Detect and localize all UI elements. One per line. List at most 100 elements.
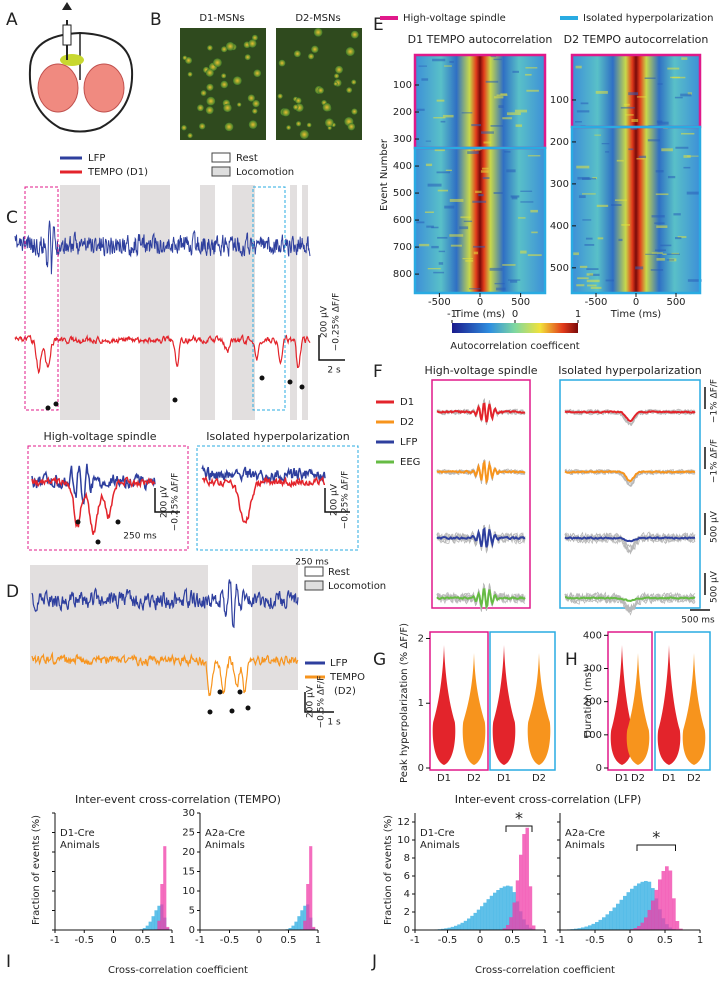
heatmap-texture [510, 195, 520, 198]
heatmap-texture [683, 155, 691, 158]
cell [225, 42, 235, 51]
heatmap-texture [657, 121, 669, 125]
heatmap-texture [449, 60, 454, 63]
heatmap-texture [424, 211, 434, 213]
legend-label: D1 [400, 397, 414, 408]
panel-title: Isolated hyperpolarization [558, 364, 702, 377]
panel-letter: F [373, 362, 383, 382]
heatmap-texture [681, 132, 695, 135]
y-tick-label: 400 [393, 161, 412, 172]
inset-title: High-voltage spindle [43, 430, 156, 443]
histogram-bar [525, 827, 529, 930]
scale-bar [304, 692, 334, 713]
cell [350, 30, 359, 39]
y-tick-label: 800 [393, 269, 412, 280]
histogram-bar [512, 902, 516, 930]
scale-label: 500 μV [710, 570, 720, 603]
heatmap-texture [465, 259, 474, 262]
histogram-bar [577, 928, 582, 930]
heatmap-texture [596, 204, 609, 207]
y-tick-label: 300 [393, 134, 412, 145]
cell [253, 69, 262, 78]
histogram-bar [675, 921, 680, 930]
significance-label: * [515, 809, 523, 828]
heatmap-texture [525, 73, 532, 76]
histogram-bar [154, 910, 158, 930]
heatmap-texture [502, 117, 513, 120]
heatmap-texture [686, 191, 700, 195]
scale-bar [154, 488, 180, 513]
heatmap-texture [442, 114, 454, 118]
heatmap-texture [531, 231, 538, 234]
panel-letter: A [6, 10, 18, 30]
heatmap-texture [432, 58, 446, 62]
histogram-bar [502, 886, 507, 930]
group-label: D1-Cre [60, 828, 95, 839]
histogram-bar [616, 903, 620, 930]
inset-title: Isolated hyperpolarization [206, 430, 350, 443]
legend-swatch [304, 580, 324, 591]
heatmap-texture [651, 215, 665, 218]
panel-title: D1 TEMPO autocorrelation [408, 33, 553, 46]
heatmap-texture [478, 193, 484, 197]
heatmap-texture [687, 279, 702, 282]
legend-label: LFP [88, 153, 105, 164]
histogram-bar [637, 883, 641, 930]
cell [322, 103, 332, 112]
histogram-bar [312, 926, 316, 930]
heatmap-texture [656, 258, 665, 261]
trace [564, 596, 696, 603]
legend-label: LFP [400, 437, 417, 448]
heatmap-texture [515, 124, 523, 127]
colorbar [452, 323, 578, 333]
heatmap-texture [635, 266, 644, 270]
group-frame [489, 631, 556, 771]
cell [224, 122, 234, 132]
heatmap-texture [680, 93, 692, 97]
trace [564, 536, 695, 543]
group-label: Animals [420, 840, 460, 851]
x-tick-label: 0 [477, 935, 483, 946]
cell [205, 68, 214, 77]
cell [277, 93, 283, 99]
legend-label: High-voltage spindle [403, 13, 506, 24]
histogram-bar [166, 926, 170, 930]
cell [185, 57, 192, 64]
y-tick-label: 2 [404, 907, 410, 918]
heatmap-texture [444, 205, 455, 209]
heatmap-texture [489, 267, 503, 271]
axis-label: Time (ms) [454, 309, 506, 320]
y-tick-label: 300 [583, 663, 602, 674]
cell [351, 108, 358, 115]
scale-label: 250 ms [123, 532, 157, 542]
cell [295, 121, 302, 127]
cell [244, 54, 251, 61]
y-tick-label: 4 [404, 889, 410, 900]
cell [325, 118, 334, 128]
event-dot [75, 519, 81, 525]
heatmap-texture [580, 102, 589, 105]
heatmap-texture [518, 217, 526, 219]
heatmap-texture [506, 169, 516, 173]
histogram-bar [493, 892, 497, 930]
heatmap-texture [418, 65, 427, 67]
heatmap-texture [616, 159, 624, 162]
x-tick-label: 0 [110, 935, 116, 946]
x-tick-label: 1 [315, 935, 321, 946]
histogram-bar [619, 899, 624, 930]
trace [14, 334, 311, 375]
locomotion-band [232, 185, 255, 420]
cell [252, 108, 258, 114]
violin [626, 653, 650, 765]
x-tick-label: D2 [532, 773, 546, 784]
group-label: D1-Cre [420, 828, 455, 839]
histogram-bar [651, 900, 655, 930]
trace-area [30, 565, 334, 715]
panel-letter: G [373, 650, 386, 670]
heatmap-texture [419, 243, 430, 247]
heatmap-texture [520, 250, 527, 254]
y-tick-label: 400 [583, 630, 602, 641]
heatmap-texture [650, 269, 664, 271]
heatmap-texture [449, 198, 464, 202]
x-tick-label: D1 [662, 773, 676, 784]
